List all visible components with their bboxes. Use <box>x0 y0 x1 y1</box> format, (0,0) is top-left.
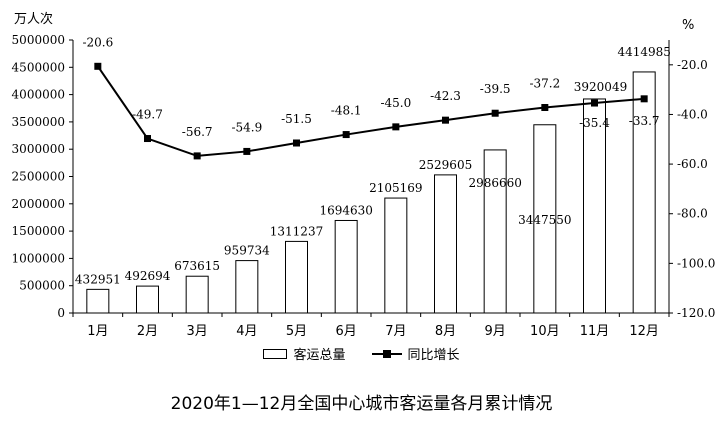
line-marker <box>94 62 102 70</box>
bar <box>533 124 557 314</box>
x-tick-label: 12月 <box>629 324 659 339</box>
line-marker <box>144 135 151 143</box>
left-tick-label: 5000000 <box>12 33 65 47</box>
legend: 客运总量 同比增长 <box>0 344 723 363</box>
bar-data-label: 3447550 <box>518 213 571 227</box>
x-tick-label: 10月 <box>530 324 560 339</box>
line-data-label: -39.5 <box>480 82 511 96</box>
line-marker <box>392 123 400 131</box>
line-data-label: -56.7 <box>182 125 213 139</box>
bar-data-label: 2529605 <box>419 158 472 172</box>
bar <box>136 285 159 314</box>
left-tick-label: 3500000 <box>12 115 65 129</box>
right-tick-label: -60.0 <box>677 157 708 171</box>
bar-data-label: 432951 <box>75 272 121 286</box>
bar-data-label: 1311237 <box>270 224 323 238</box>
left-tick-label: 1000000 <box>12 251 65 265</box>
x-tick-label: 7月 <box>385 324 406 339</box>
x-tick-label: 2月 <box>137 324 158 339</box>
x-tick-label: 5月 <box>286 324 307 339</box>
bar <box>334 219 358 314</box>
chart-title: 2020年1—12月全国中心城市客运量各月累计情况 <box>170 394 553 414</box>
legend-line-label: 同比增长 <box>407 348 460 363</box>
line-data-label: -49.7 <box>132 108 163 122</box>
right-tick-label: -120.0 <box>677 306 715 320</box>
line-marker <box>342 131 350 139</box>
left-axis-unit: 万人次 <box>14 12 54 27</box>
line-data-label: -48.1 <box>331 104 362 118</box>
line-marker <box>293 139 300 147</box>
line-data-label: -35.4 <box>579 116 610 130</box>
legend-item-line: 同比增长 <box>371 344 460 363</box>
bar <box>185 275 209 314</box>
bar-data-label: 4414985 <box>617 45 670 59</box>
right-axis-unit: % <box>682 18 695 33</box>
growth-line <box>97 65 645 157</box>
left-tick-label: 500000 <box>19 279 65 293</box>
line-marker <box>442 116 449 124</box>
x-tick-label: 11月 <box>580 324 610 339</box>
bar <box>285 240 308 314</box>
left-tick-label: 0 <box>57 306 65 320</box>
line-marker <box>193 152 201 160</box>
line-data-label: -51.5 <box>281 112 312 126</box>
x-tick-label: 6月 <box>336 324 357 339</box>
bar-data-label: 3920049 <box>574 80 627 94</box>
left-tick-label: 1500000 <box>12 224 65 238</box>
right-tick-label: -40.0 <box>677 107 708 121</box>
line-data-label: -42.3 <box>430 89 461 103</box>
bar <box>235 260 259 314</box>
bar-data-label: 492694 <box>125 269 171 283</box>
line-data-label: -54.9 <box>231 120 262 134</box>
line-marker <box>491 109 499 117</box>
legend-bar-swatch <box>263 348 288 359</box>
bar <box>632 71 656 314</box>
legend-bar-label: 客运总量 <box>293 348 346 363</box>
left-tick-label: 2000000 <box>12 197 65 211</box>
line-data-label: -37.2 <box>529 77 560 91</box>
bar <box>583 98 606 314</box>
legend-line-swatch <box>371 349 402 359</box>
bar <box>483 149 507 314</box>
bar-data-label: 959734 <box>224 244 270 258</box>
line-marker <box>640 95 648 103</box>
x-tick-label: 1月 <box>87 324 108 339</box>
line-data-label: -20.6 <box>82 35 113 49</box>
left-tick-label: 4000000 <box>12 88 65 102</box>
left-tick-label: 4500000 <box>12 60 65 74</box>
x-tick-label: 8月 <box>435 324 456 339</box>
line-marker <box>541 104 549 112</box>
bar <box>384 197 408 314</box>
legend-item-bar: 客运总量 <box>263 344 346 363</box>
left-tick-label: 2500000 <box>12 170 65 184</box>
bar <box>434 174 457 314</box>
right-tick-label: -20.0 <box>677 58 708 72</box>
line-marker <box>243 147 251 155</box>
bar-data-label: 1694630 <box>319 203 372 217</box>
bar-data-label: 673615 <box>174 259 220 273</box>
x-tick-label: 3月 <box>187 324 208 339</box>
line-data-label: -45.0 <box>380 96 411 110</box>
bar-data-label: 2986660 <box>468 176 521 190</box>
bar-data-label: 2105169 <box>369 181 422 195</box>
x-tick-label: 4月 <box>236 324 257 339</box>
x-tick-label: 9月 <box>485 324 506 339</box>
line-marker <box>591 99 598 107</box>
bar <box>86 288 110 314</box>
right-tick-label: -100.0 <box>677 256 715 270</box>
line-data-label: -33.7 <box>629 114 660 128</box>
left-tick-label: 3000000 <box>12 142 65 156</box>
right-tick-label: -80.0 <box>677 207 708 221</box>
